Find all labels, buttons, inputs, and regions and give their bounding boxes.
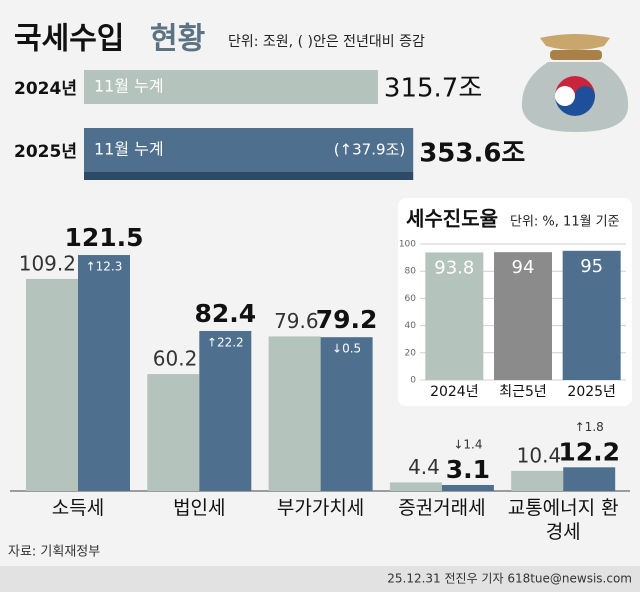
bar: [78, 255, 130, 491]
change-label: (↑37.9조): [334, 141, 405, 159]
inset-title: 세수진도율: [406, 207, 498, 231]
bar: [26, 278, 78, 491]
y-tick-label: 100: [399, 240, 416, 250]
bar: [562, 250, 621, 380]
bar-shade: [84, 172, 414, 180]
bar: [425, 252, 484, 380]
bar-label: 11월 누계: [94, 140, 164, 159]
source: 자료: 기획재정부: [8, 545, 100, 560]
value-label: 121.5: [64, 223, 143, 252]
row-label: 2024년: [14, 79, 77, 99]
unit-note: 단위: 조원, ( )안은 전년대비 증감: [228, 34, 425, 50]
money-bag-icon: [521, 34, 629, 132]
x-tick-label: 소득세: [51, 497, 105, 519]
bar: [511, 470, 564, 491]
y-tick-label: 40: [405, 321, 417, 331]
y-tick-label: 20: [405, 348, 417, 358]
change-label: ↑1.8: [575, 420, 604, 434]
bar-label: 11월 누계: [94, 77, 164, 96]
value-label: 353.6조: [419, 139, 525, 169]
value-label: 93.8: [434, 257, 474, 278]
bar: [320, 337, 373, 491]
bar: [147, 374, 200, 491]
value-label: 95: [580, 256, 603, 277]
x-tick-label: 2024년: [430, 384, 479, 400]
change-label: ↓0.5: [332, 342, 361, 356]
x-tick-label: 최근5년: [499, 384, 547, 400]
value-label: 94: [512, 257, 535, 278]
value-label: 109.2: [19, 251, 76, 275]
bar: [441, 484, 494, 491]
inset-unit: 단위: %, 11월 기준: [510, 215, 620, 230]
value-label: 10.4: [517, 443, 562, 467]
x-tick-label: 증권거래세: [398, 497, 486, 519]
change-label: ↓1.4: [453, 437, 482, 451]
bar: [494, 252, 552, 380]
value-label: 79.6: [274, 309, 319, 333]
value-label: 12.2: [558, 437, 620, 466]
y-tick-label: 0: [410, 376, 416, 386]
row-label: 2025년: [14, 142, 77, 162]
y-tick-label: 80: [405, 267, 417, 277]
change-label: ↑12.3: [86, 260, 123, 274]
x-tick-label: 부가가치세: [276, 497, 365, 519]
value-label: 3.1: [446, 455, 490, 484]
change-label: ↑22.2: [207, 335, 244, 349]
title-suffix: 현황: [150, 22, 205, 57]
bar: [563, 467, 616, 491]
value-label: 4.4: [408, 455, 440, 479]
summary-bar: [84, 128, 414, 172]
value-label: 315.7조: [384, 74, 482, 104]
bar: [199, 330, 252, 491]
y-tick-label: 60: [405, 294, 417, 304]
value-label: 82.4: [194, 299, 256, 328]
bar: [268, 336, 321, 491]
credit: 25.12.31 전진우 기자 618tue@newsis.com: [387, 572, 632, 586]
title: 국세수입: [14, 22, 124, 57]
footer-band: [0, 566, 640, 592]
summary-bar: [84, 70, 378, 104]
x-tick-label: 법인세: [173, 497, 226, 519]
value-label: 60.2: [153, 347, 198, 371]
value-label: 79.2: [316, 305, 378, 334]
x-tick-label: 2025년: [567, 384, 616, 400]
x-tick-label: 교통에너지 환경세: [507, 497, 619, 543]
bar: [389, 482, 442, 491]
